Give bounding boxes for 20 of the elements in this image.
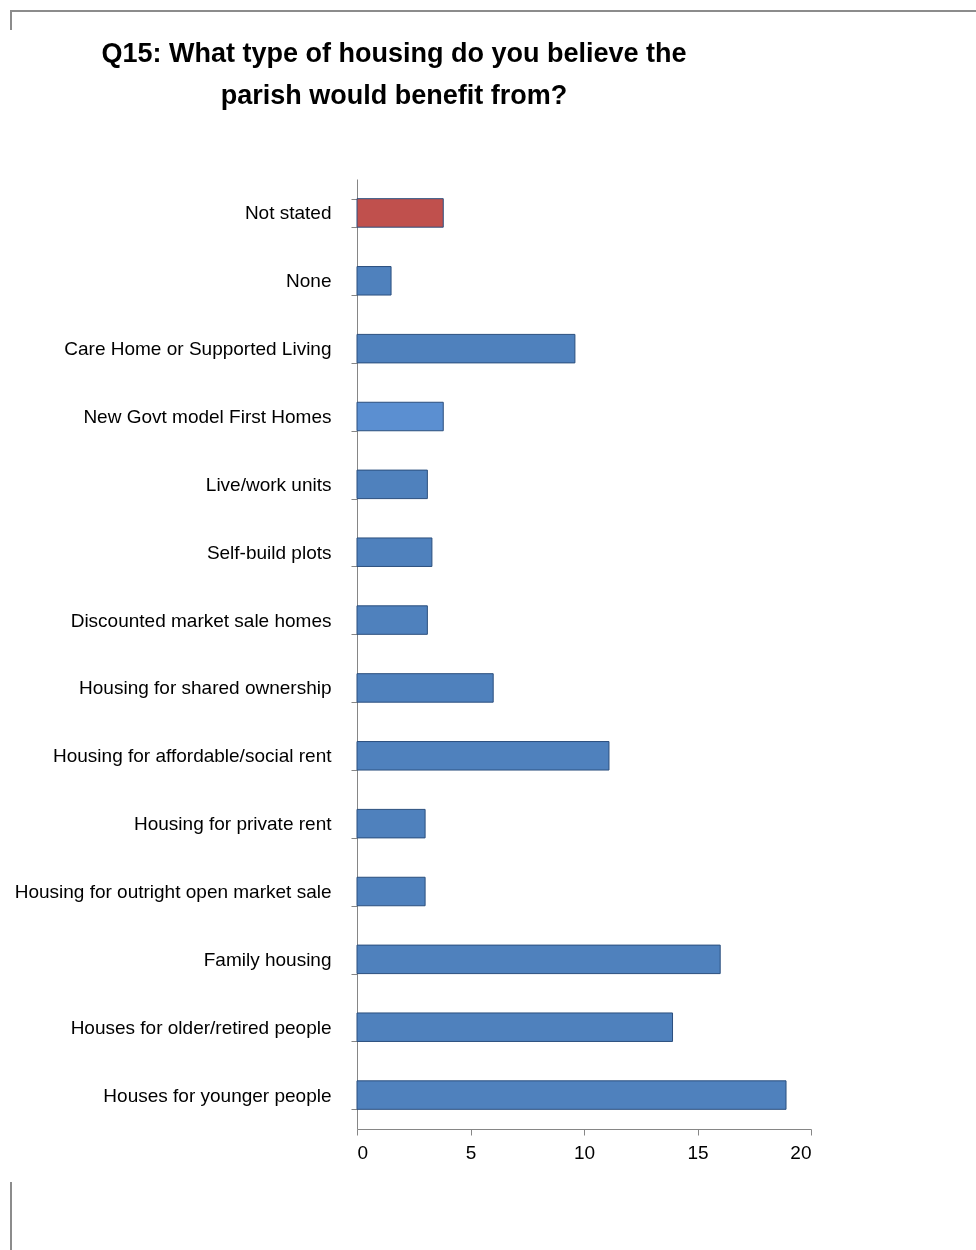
x-tick-label: 10	[573, 1141, 596, 1163]
y-tick-label: Live/work units	[205, 473, 332, 495]
y-tick-label: Family housing	[203, 948, 332, 970]
y-tick-label: Houses for older/retired people	[70, 1016, 332, 1038]
y-tick-label: Housing for affordable/social rent	[53, 745, 333, 767]
y-tick-label: Self-build plots	[206, 541, 332, 563]
x-tick-label: 0	[357, 1141, 369, 1163]
x-tick-label: 5	[465, 1141, 477, 1163]
x-tick-label: 20	[790, 1141, 812, 1163]
y-tick-label: Not stated	[244, 202, 332, 224]
y-tick-label: Houses for younger people	[103, 1084, 332, 1106]
chart-title: Q15: What type of housing do you believe the parish would benefit from?	[101, 38, 687, 110]
y-tick-label: Housing for shared ownership	[79, 677, 332, 699]
y-tick-label: None	[286, 270, 332, 292]
y-tick-label: Housing for private rent	[134, 813, 333, 835]
x-tick-label: 15	[687, 1141, 709, 1163]
y-tick-label: Care Home or Supported Living	[64, 338, 332, 360]
y-tick-label: Discounted market sale homes	[70, 609, 332, 631]
y-tick-label: Housing for outright open market sale	[14, 881, 332, 902]
y-tick-label: New Govt model First Homes	[83, 406, 332, 427]
